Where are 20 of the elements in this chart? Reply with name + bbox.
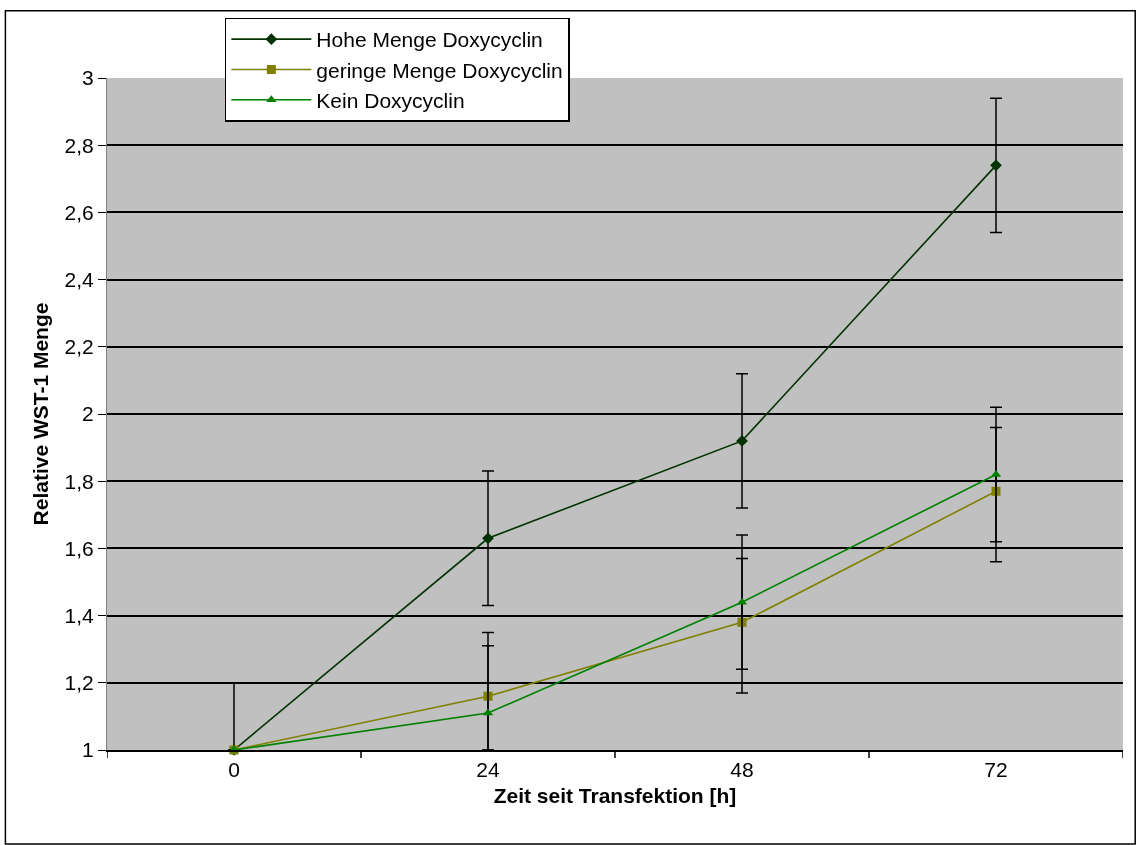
y-tick-label: 1,2 [64, 671, 94, 695]
x-tick-label: 72 [984, 757, 1008, 781]
y-axis-title: Relative WST-1 Menge [28, 302, 52, 526]
x-axis-title: Zeit seit Transfektion [h] [493, 783, 737, 807]
x-tick-label: 0 [228, 757, 240, 781]
y-tick-label: 1,8 [64, 469, 94, 493]
y-tick-label: 2,4 [64, 267, 95, 291]
legend-label: geringe Menge Doxycyclin [316, 58, 563, 82]
y-tick-label: 1,4 [64, 603, 95, 627]
legend-label: Kein Doxycyclin [316, 88, 465, 112]
x-tick-label: 48 [730, 757, 754, 781]
y-tick-label: 2,8 [64, 133, 94, 157]
y-tick-label: 2,2 [64, 335, 94, 359]
x-tick-label: 24 [476, 757, 500, 781]
y-tick-label: 3 [82, 66, 94, 90]
y-tick-label: 2 [82, 402, 94, 426]
legend-label: Hohe Menge Doxycyclin [316, 28, 543, 52]
y-tick-label: 1,6 [64, 536, 94, 560]
y-tick-label: 2,6 [64, 200, 94, 224]
y-tick-label: 1 [82, 738, 94, 762]
